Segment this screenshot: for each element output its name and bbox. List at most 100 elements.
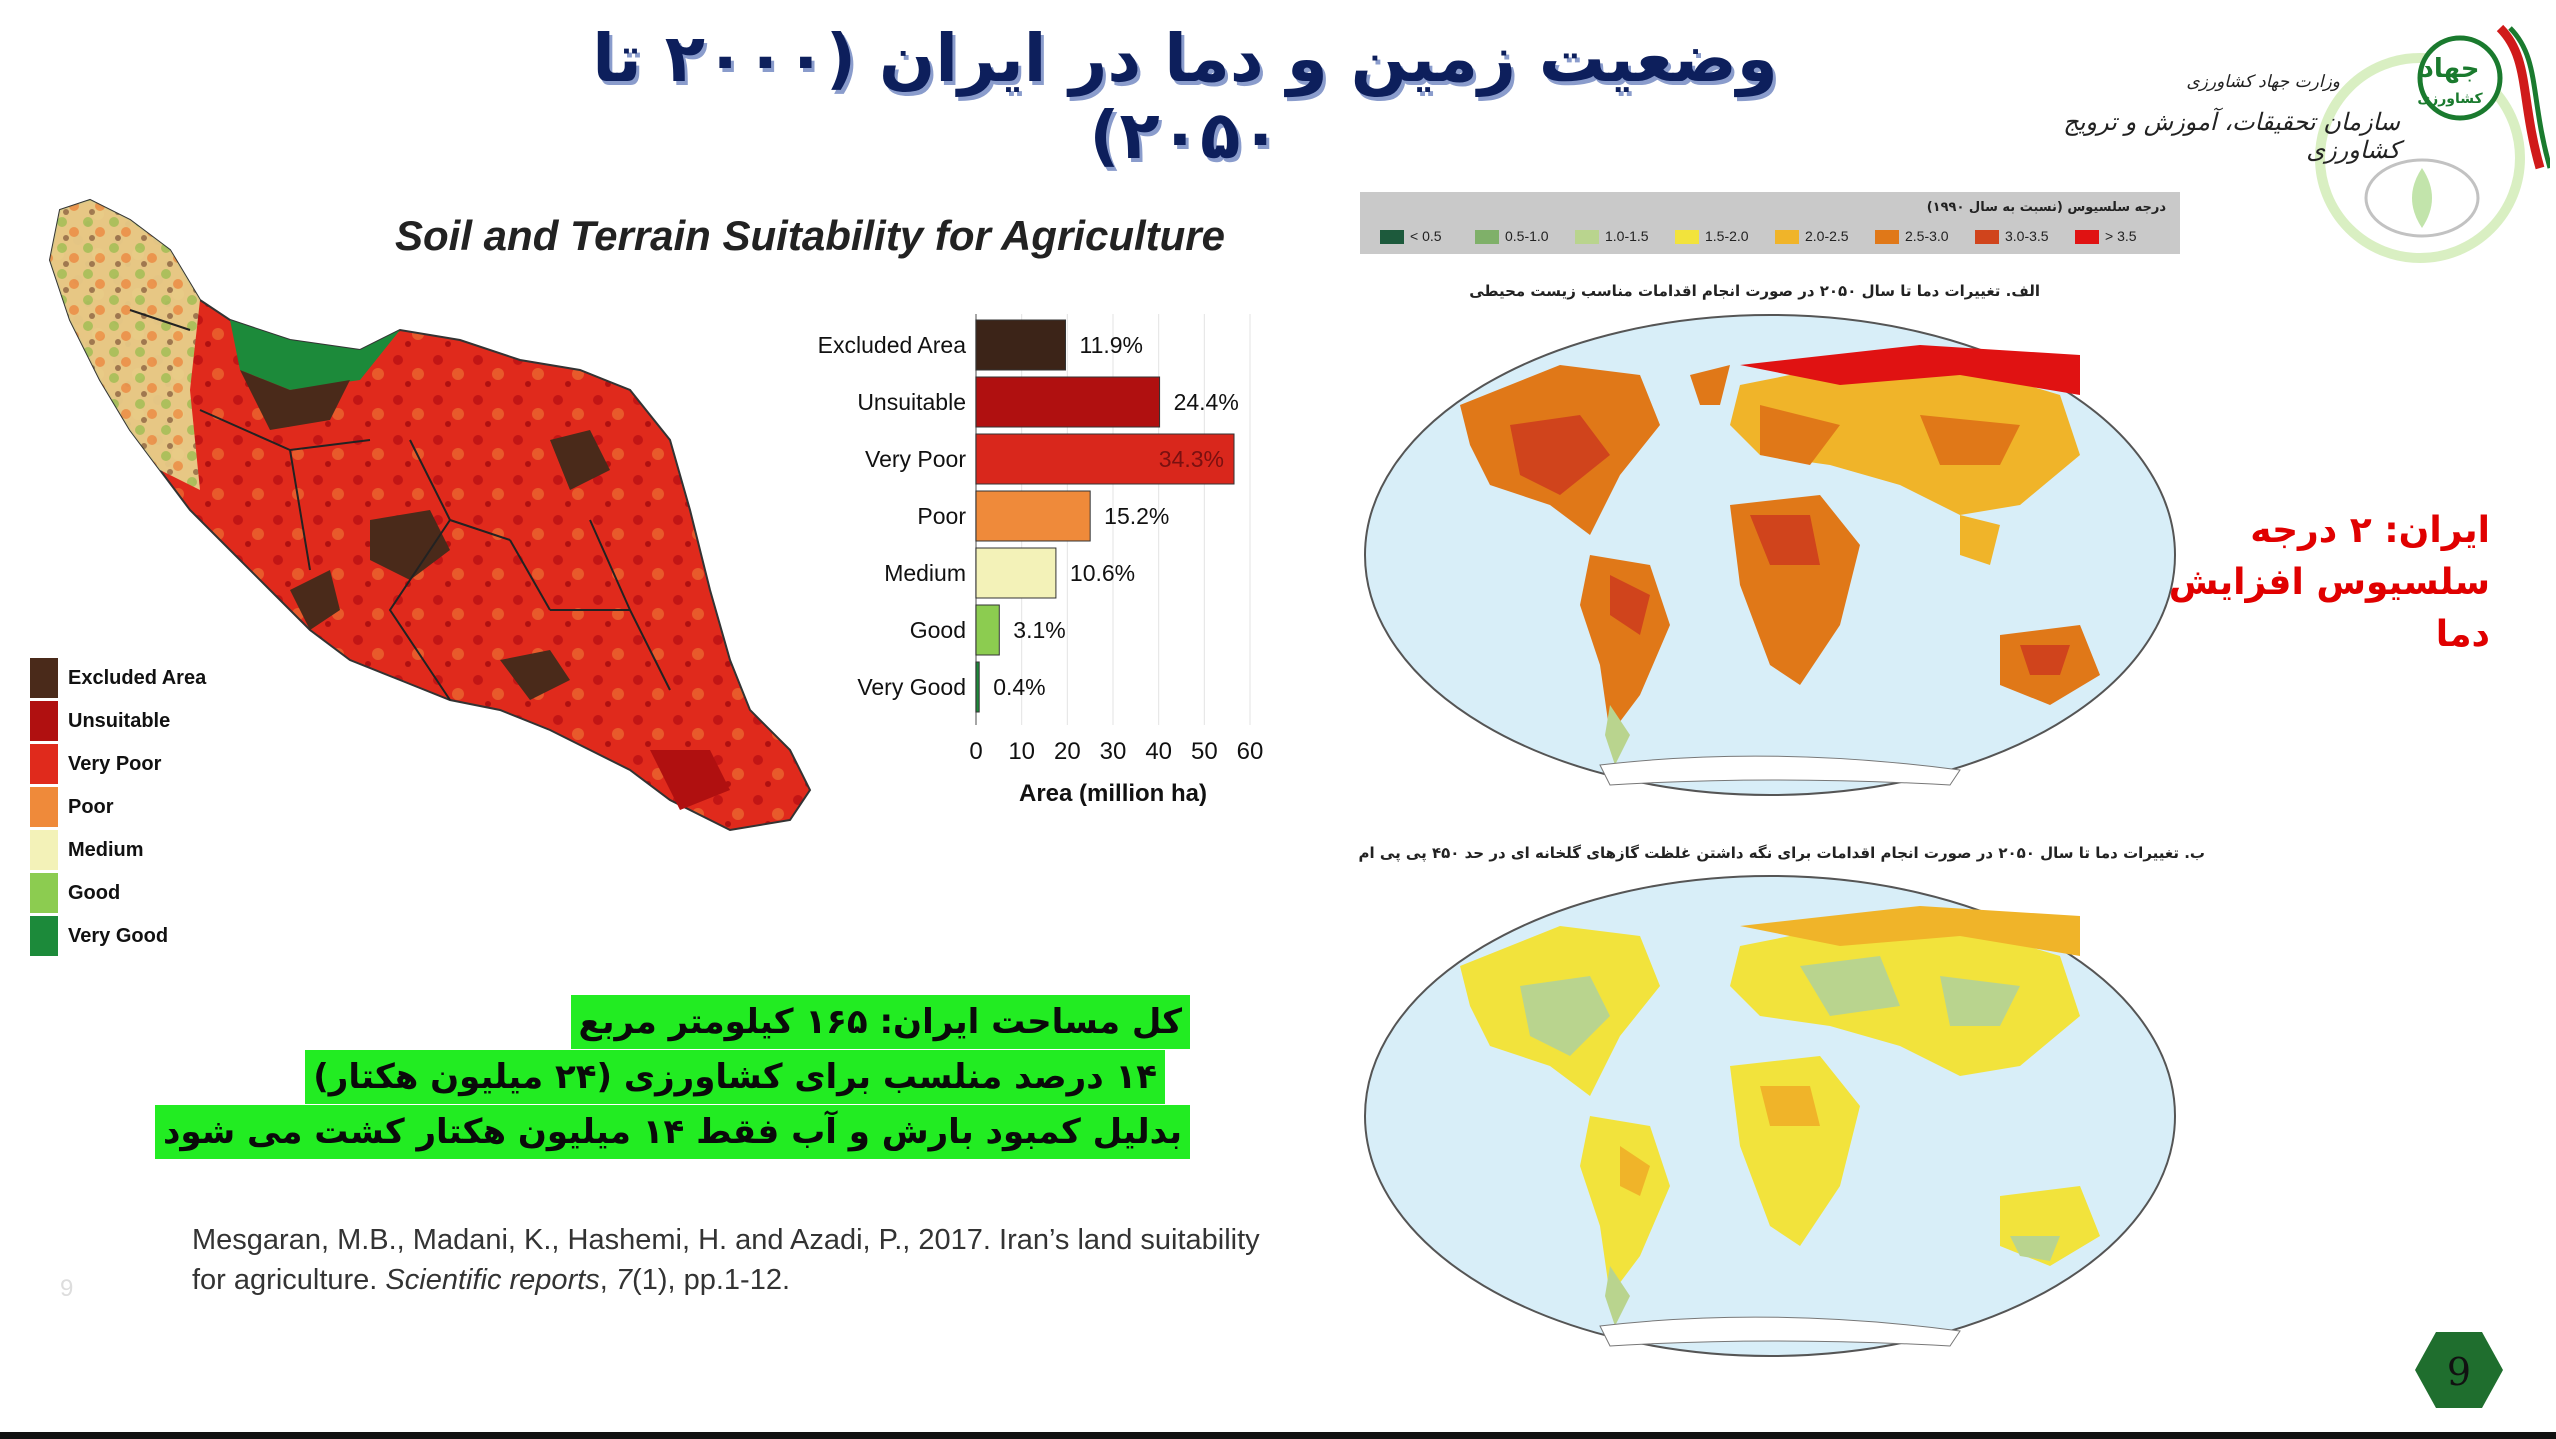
legend-swatch (30, 701, 58, 741)
organization-label: سازمان تحقیقات، آموزش و ترویج کشاورزی (2063, 108, 2400, 164)
map-legend: Excluded Area Unsuitable Very Poor Poor … (30, 655, 230, 956)
organization-logo: وزارت جهاد کشاورزی سازمان تحقیقات، آموزش… (2030, 18, 2553, 278)
temperature-legend-title: درجه سلسیوس (نسبت به سال ۱۹۹۰) (1926, 200, 2166, 215)
x-tick-label: 60 (1237, 738, 1264, 765)
x-tick-label: 0 (969, 738, 982, 765)
temp-legend-swatch (1380, 230, 1404, 244)
data-label: 10.6% (1070, 560, 1135, 586)
bar (975, 319, 1067, 371)
x-axis-title: Area (million ha) (1019, 780, 1207, 807)
legend-swatch (30, 658, 58, 698)
iran-suitability-map (30, 190, 910, 970)
world-temperature-map-a (1364, 314, 2176, 796)
citation-journal: Scientific reports (385, 1264, 600, 1296)
temp-legend-swatch (2075, 230, 2099, 244)
slide-title: وضعیت زمین و دما در ایران (۲۰۰۰ تا ۲۰۵۰) (592, 20, 1778, 174)
category-label: Excluded Area (818, 332, 967, 358)
temp-legend-swatch (1775, 230, 1799, 244)
iran-note-line-2: سلسیوس افزایش دما (2168, 562, 2490, 655)
faint-page-number: 9 (60, 1275, 74, 1302)
x-tick-label: 30 (1100, 738, 1127, 765)
iran-note-line-1: ایران: ۲ درجه (2250, 510, 2490, 551)
x-tick-label: 50 (1191, 738, 1218, 765)
temp-legend-label: 2.0-2.5 (1805, 228, 1849, 244)
legend-label: Poor (68, 796, 114, 818)
legend-swatch (30, 916, 58, 956)
category-label: Medium (884, 560, 966, 586)
summary-line-3: بدلیل کمبود بارش و آب فقط ۱۴ میلیون هکتا… (154, 1105, 1190, 1159)
temp-legend-label: 2.5-3.0 (1905, 228, 1949, 244)
bar (975, 604, 1000, 656)
data-label: 24.4% (1174, 389, 1239, 415)
bar (975, 376, 1161, 428)
temp-legend-label: 0.5-1.0 (1505, 228, 1549, 244)
legend-label: Excluded Area (68, 667, 207, 689)
legend-label: Unsuitable (68, 710, 171, 732)
category-label: Very Good (857, 674, 966, 700)
legend-item-poor: Poor (30, 784, 230, 827)
x-tick-label: 10 (1008, 738, 1035, 765)
data-label: 11.9% (1080, 332, 1144, 358)
legend-swatch (30, 873, 58, 913)
legend-swatch (30, 830, 58, 870)
temp-legend-label: 1.5-2.0 (1705, 228, 1749, 244)
soil-chart-title: Soil and Terrain Suitability for Agricul… (395, 212, 1225, 259)
ministry-label: وزارت جهاد کشاورزی (2186, 72, 2340, 92)
legend-label: Very Good (68, 925, 169, 947)
data-label: 34.3% (1159, 446, 1224, 472)
citation-text-1: Mesgaran, M.B., Madani, K., Hashemi, H. … (192, 1224, 1260, 1296)
temp-legend-swatch (1475, 230, 1499, 244)
summary-line-2: ۱۴ درصد منلسب برای کشاورزی (۲۴ میلیون هک… (305, 1050, 1165, 1104)
bar (975, 547, 1057, 599)
map-b-caption: ب. تغییرات دما تا سال ۲۰۵۰ در صورت انجام… (1358, 844, 2205, 862)
temp-legend-swatch (1675, 230, 1699, 244)
category-label: Very Poor (865, 446, 966, 472)
legend-item-excluded: Excluded Area (30, 655, 230, 698)
temp-legend-label: < 0.5 (1410, 228, 1442, 244)
legend-swatch (30, 744, 58, 784)
legend-item-medium: Medium (30, 827, 230, 870)
data-label: 0.4% (993, 674, 1045, 700)
legend-swatch (30, 787, 58, 827)
category-label: Poor (917, 503, 966, 529)
legend-item-good: Good (30, 870, 230, 913)
citation: Mesgaran, M.B., Madani, K., Hashemi, H. … (192, 1220, 1272, 1300)
emblem-label: جهاد کشاورزی (2410, 56, 2490, 112)
x-tick-label: 20 (1054, 738, 1081, 765)
data-label: 15.2% (1104, 503, 1169, 529)
legend-item-very-poor: Very Poor (30, 741, 230, 784)
legend-label: Medium (68, 839, 144, 861)
page-number: 9 (2446, 1350, 2472, 1394)
citation-volume: 7 (615, 1264, 633, 1296)
map-a-caption: الف. تغییرات دما تا سال ۲۰۵۰ در صورت انج… (1469, 282, 2040, 300)
suitability-bar-chart: 0 10 20 30 40 50 60 Excluded Area 11.9% Unsuitabl… (818, 314, 1264, 807)
category-label: Unsuitable (857, 389, 966, 415)
emblem-label-1: جهاد (2420, 54, 2480, 84)
category-label: Good (910, 617, 966, 643)
legend-item-very-good: Very Good (30, 913, 230, 956)
legend-item-unsuitable: Unsuitable (30, 698, 230, 741)
page-badge-icon (2415, 1332, 2503, 1408)
world-temperature-map-b (1364, 875, 2176, 1357)
citation-text-2: (1), pp.1-12. (632, 1264, 791, 1296)
temp-legend-label: > 3.5 (2105, 228, 2137, 244)
data-label: 3.1% (1013, 617, 1065, 643)
bar (975, 433, 1235, 485)
temperature-legend: درجه سلسیوس (نسبت به سال ۱۹۹۰) < 0.5 0.5… (1360, 192, 2180, 254)
temp-legend-swatch (1575, 230, 1599, 244)
temp-legend-label: 1.0-1.5 (1605, 228, 1649, 244)
summary-line-1: کل مساحت ایران: ۱۶۵ کیلومتر مربع (570, 995, 1190, 1049)
bottom-bar (0, 1432, 2556, 1439)
emblem-label-2: کشاورزی (2417, 91, 2483, 107)
bar (975, 490, 1091, 542)
iran-temperature-note: ایران: ۲ درجه سلسیوس افزایش دما (2150, 505, 2490, 661)
temp-legend-swatch (1975, 230, 1999, 244)
logo-emblem-icon (2315, 24, 2553, 263)
temp-legend-swatch (1875, 230, 1899, 244)
legend-label: Very Poor (68, 753, 162, 775)
citation-sep: , (599, 1264, 616, 1296)
temp-legend-label: 3.0-3.5 (2005, 228, 2049, 244)
legend-label: Good (68, 882, 121, 904)
bar (975, 661, 980, 713)
iran-area-summary: کل مساحت ایران: ۱۶۵ کیلومتر مربع ۱۴ درصد… (154, 995, 1190, 1165)
